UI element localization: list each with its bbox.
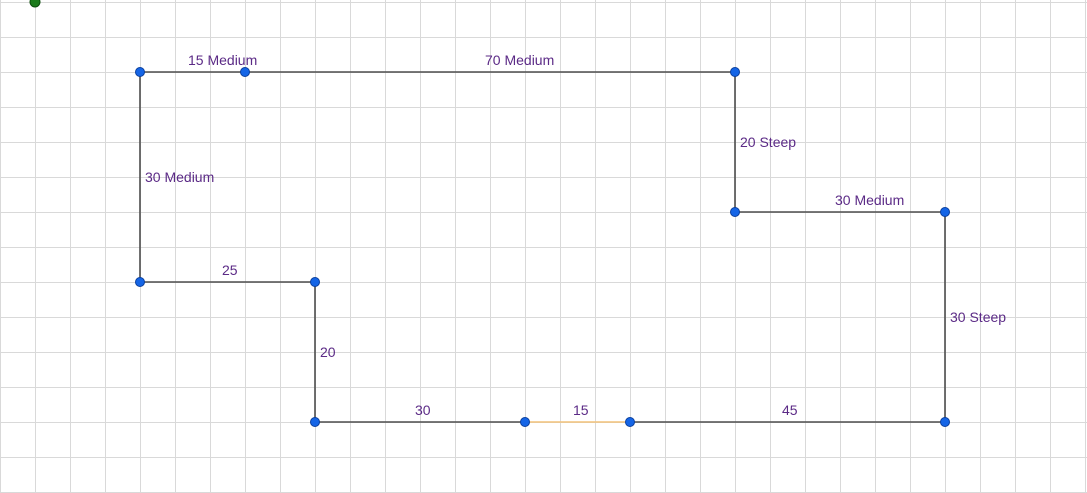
- vertex[interactable]: [135, 277, 145, 287]
- edge-label-30-steep: 30 Steep: [950, 309, 1006, 325]
- vertex[interactable]: [310, 417, 320, 427]
- edge-label-30: 30: [415, 402, 431, 418]
- origin-point[interactable]: [29, 0, 41, 8]
- edge-labels: 15 Medium 70 Medium 20 Steep 30 Medium 3…: [145, 52, 1006, 418]
- edge-label-15-medium: 15 Medium: [188, 52, 257, 68]
- edge-label-25: 25: [222, 262, 238, 278]
- vertex[interactable]: [730, 207, 740, 217]
- vertex[interactable]: [940, 207, 950, 217]
- vertex[interactable]: [520, 417, 530, 427]
- vertex[interactable]: [940, 417, 950, 427]
- vertex[interactable]: [730, 67, 740, 77]
- edge-label-45: 45: [782, 402, 798, 418]
- edge-label-30-medium-left: 30 Medium: [145, 169, 214, 185]
- edge-label-70-medium: 70 Medium: [485, 52, 554, 68]
- vertex[interactable]: [135, 67, 145, 77]
- route-edges: [139, 71, 946, 423]
- vertex[interactable]: [310, 277, 320, 287]
- vertex[interactable]: [240, 67, 250, 77]
- edge-label-20: 20: [320, 344, 336, 360]
- route-vertices: [135, 67, 950, 427]
- edge-label-20-steep: 20 Steep: [740, 134, 796, 150]
- edge-label-30-medium-right: 30 Medium: [835, 192, 904, 208]
- edge-label-15: 15: [573, 402, 589, 418]
- vertex[interactable]: [625, 417, 635, 427]
